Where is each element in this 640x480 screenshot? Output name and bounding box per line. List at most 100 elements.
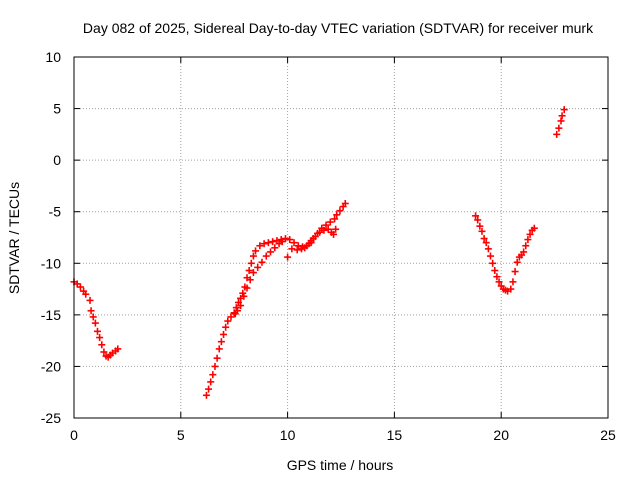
data-point bbox=[560, 106, 568, 114]
data-point bbox=[246, 276, 254, 284]
data-point bbox=[256, 242, 264, 250]
x-tick-label: 25 bbox=[600, 427, 616, 443]
x-tick-label: 15 bbox=[387, 427, 403, 443]
data-point bbox=[243, 284, 251, 292]
data-point bbox=[100, 348, 108, 356]
data-point bbox=[233, 307, 241, 315]
data-point bbox=[555, 124, 563, 132]
data-point bbox=[222, 323, 230, 331]
data-point bbox=[288, 245, 296, 253]
data-point bbox=[474, 216, 482, 224]
y-tick-label: -10 bbox=[41, 255, 61, 271]
y-tick-label: 10 bbox=[45, 49, 61, 65]
data-point bbox=[207, 378, 215, 386]
data-point bbox=[316, 228, 324, 236]
data-point bbox=[484, 245, 492, 253]
data-point bbox=[252, 247, 260, 255]
data-point bbox=[209, 371, 217, 379]
ticks-layer bbox=[73, 56, 609, 419]
data-point bbox=[86, 296, 94, 304]
data-point bbox=[247, 259, 255, 267]
data-point bbox=[487, 252, 495, 260]
data-point bbox=[491, 267, 499, 275]
data-point bbox=[278, 238, 286, 246]
data-point bbox=[249, 252, 257, 260]
data-point bbox=[489, 259, 497, 267]
data-point bbox=[513, 258, 521, 266]
data-point bbox=[330, 230, 338, 238]
data-point bbox=[227, 313, 235, 321]
y-tick-label: -15 bbox=[41, 307, 61, 323]
data-point bbox=[472, 212, 480, 220]
data-point bbox=[237, 302, 245, 310]
data-point bbox=[522, 242, 530, 250]
data-point bbox=[511, 268, 519, 276]
data-point bbox=[286, 236, 294, 244]
data-point bbox=[205, 385, 213, 393]
data-point bbox=[249, 269, 257, 277]
x-axis-title: GPS time / hours bbox=[287, 457, 394, 473]
data-point bbox=[336, 207, 344, 215]
data-point bbox=[322, 221, 330, 229]
data-point bbox=[211, 362, 219, 370]
data-point bbox=[220, 330, 228, 338]
data-points-layer bbox=[70, 106, 568, 399]
data-point bbox=[558, 112, 566, 120]
data-point bbox=[557, 117, 565, 125]
data-point bbox=[507, 285, 515, 293]
data-point bbox=[480, 235, 488, 243]
data-point bbox=[301, 244, 309, 252]
data-point bbox=[271, 244, 279, 252]
y-tick-label: -20 bbox=[41, 358, 61, 374]
x-tick-label: 0 bbox=[70, 427, 78, 443]
data-point bbox=[476, 222, 484, 230]
x-tick-label: 10 bbox=[280, 427, 296, 443]
grid-layer bbox=[74, 57, 608, 418]
y-tick-label: -25 bbox=[41, 410, 61, 426]
data-point bbox=[524, 236, 532, 244]
data-point bbox=[89, 313, 97, 321]
data-point bbox=[307, 237, 315, 245]
x-tick-label: 20 bbox=[493, 427, 509, 443]
data-point bbox=[264, 239, 272, 247]
data-point bbox=[509, 278, 517, 286]
data-point bbox=[478, 227, 486, 235]
y-tick-label: 0 bbox=[53, 152, 61, 168]
data-point bbox=[284, 253, 292, 261]
data-point bbox=[495, 278, 503, 286]
data-point bbox=[254, 263, 262, 271]
data-point bbox=[82, 290, 90, 298]
data-point bbox=[553, 130, 561, 138]
data-point bbox=[311, 232, 319, 240]
data-point bbox=[267, 248, 275, 256]
data-point bbox=[215, 345, 223, 353]
data-point bbox=[320, 226, 328, 234]
data-point bbox=[493, 273, 501, 281]
data-point bbox=[260, 240, 268, 248]
data-point bbox=[245, 267, 253, 275]
data-point bbox=[87, 307, 95, 315]
y-tick-label: 5 bbox=[53, 101, 61, 117]
data-point bbox=[98, 341, 106, 349]
data-point bbox=[224, 317, 232, 325]
data-point bbox=[213, 354, 221, 362]
data-point bbox=[526, 230, 534, 238]
plot-border bbox=[73, 56, 609, 419]
data-point bbox=[341, 199, 349, 207]
data-point bbox=[520, 248, 528, 256]
data-point bbox=[333, 211, 341, 219]
data-point bbox=[269, 238, 277, 246]
data-point bbox=[326, 218, 334, 226]
data-point bbox=[331, 215, 339, 223]
data-point bbox=[482, 239, 490, 247]
y-tick-label: -5 bbox=[49, 204, 62, 220]
data-point bbox=[76, 283, 84, 291]
data-point bbox=[293, 246, 301, 254]
data-point bbox=[262, 252, 270, 260]
data-point bbox=[91, 319, 99, 327]
data-point bbox=[114, 345, 122, 353]
data-point bbox=[93, 327, 101, 335]
data-point bbox=[96, 334, 104, 342]
